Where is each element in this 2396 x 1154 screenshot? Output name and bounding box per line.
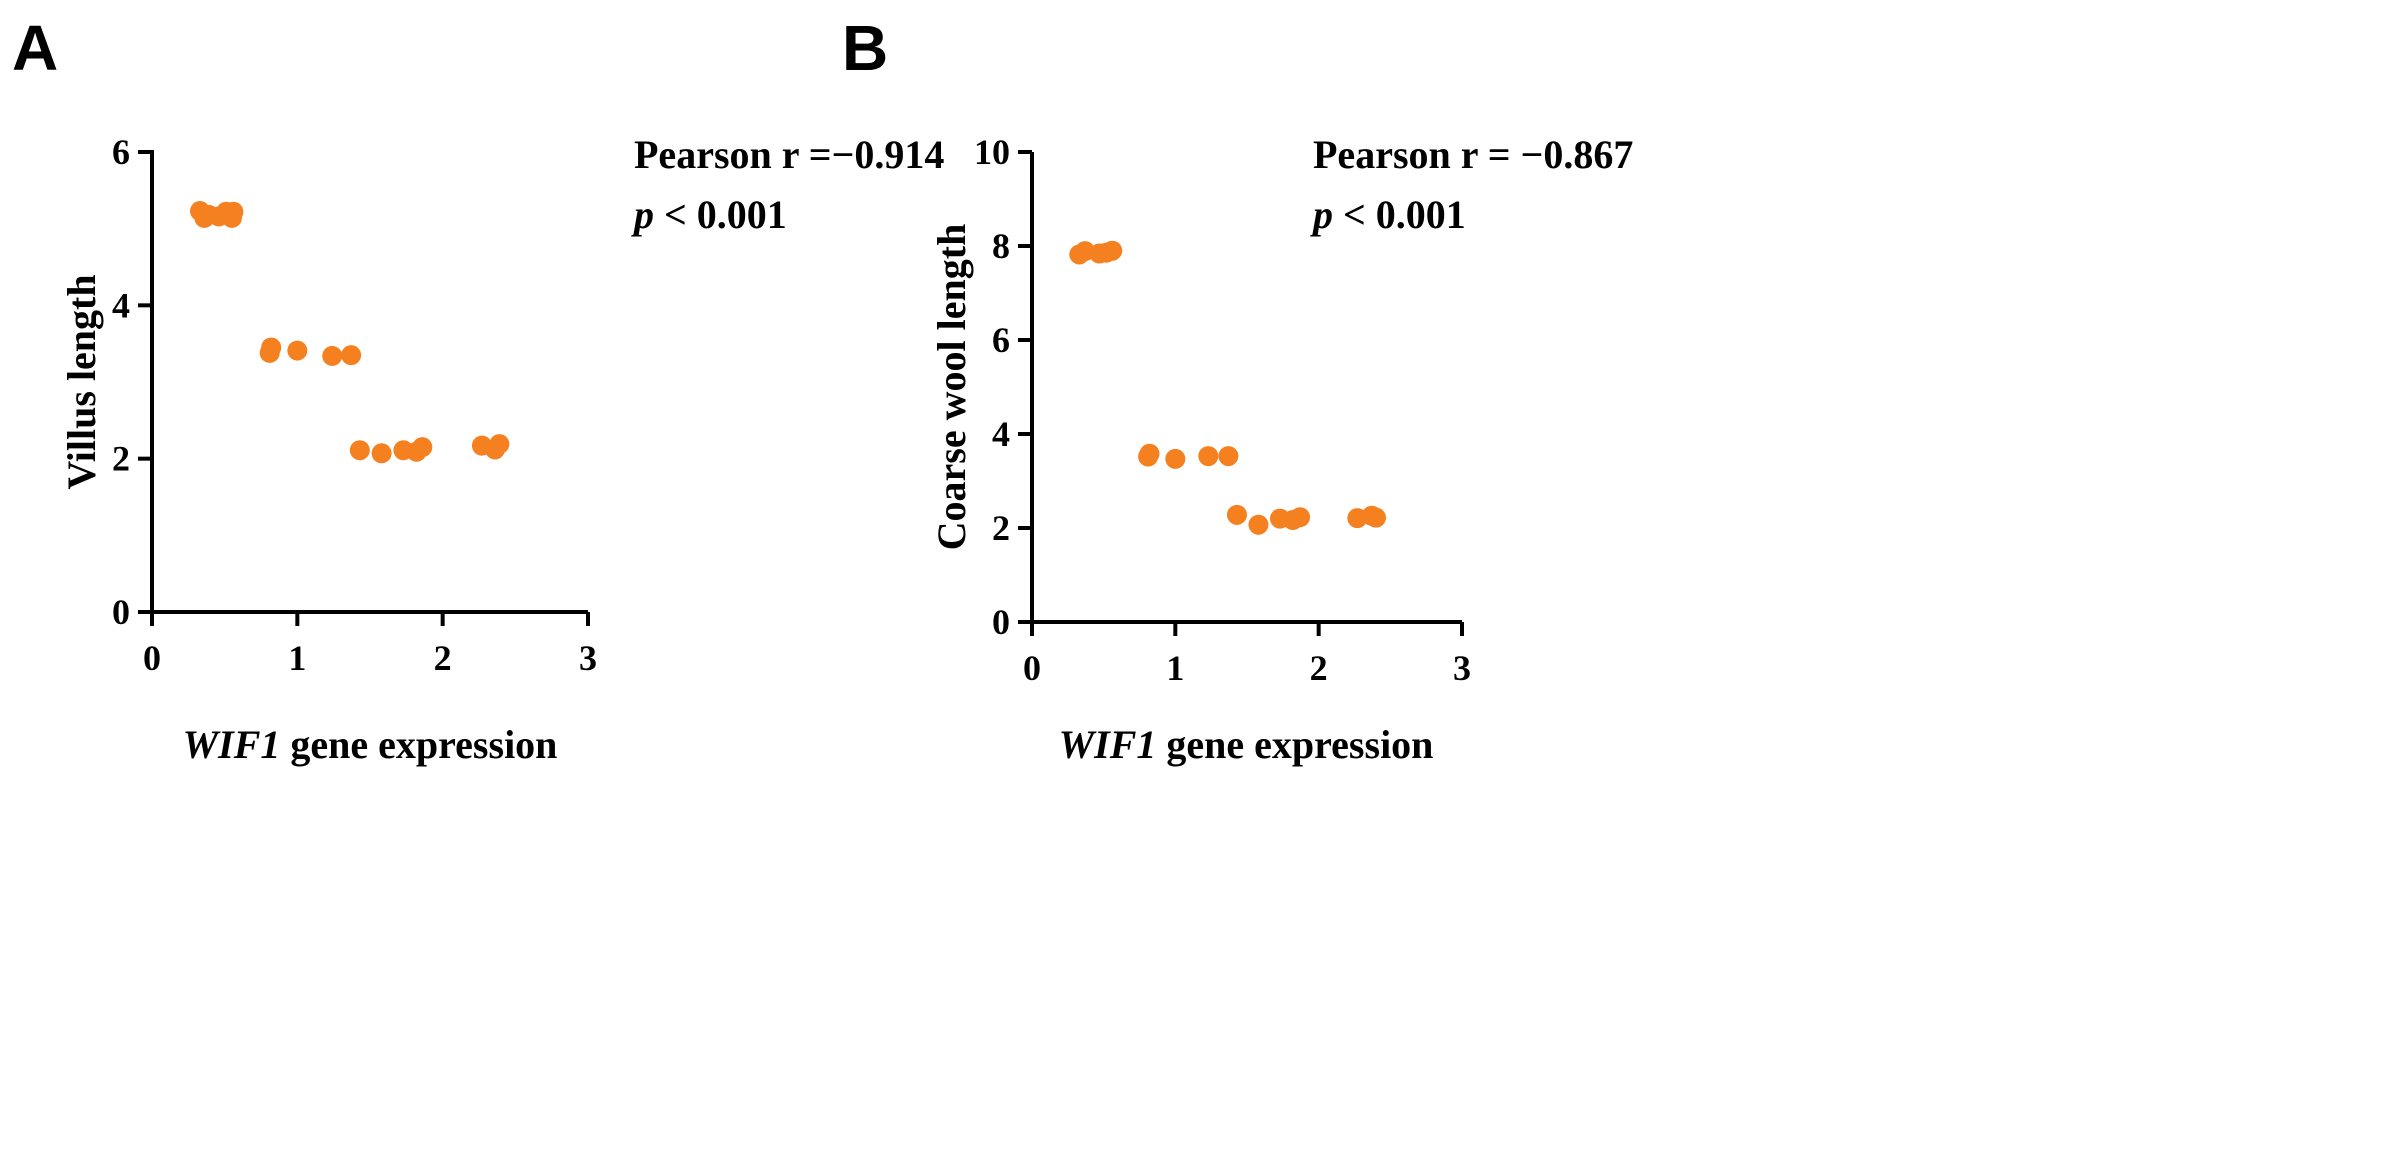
data-point-b bbox=[1248, 514, 1269, 535]
y-tick-label-b: 4 bbox=[992, 414, 1010, 454]
data-point-a bbox=[287, 340, 308, 361]
x-tick-label-a: 2 bbox=[434, 638, 452, 678]
x-tick-label-a: 0 bbox=[143, 638, 161, 678]
data-point-a bbox=[349, 440, 370, 461]
data-points-a bbox=[189, 201, 510, 464]
panel-label-b: B bbox=[842, 12, 888, 84]
data-point-a bbox=[341, 345, 362, 366]
data-point-a bbox=[261, 337, 282, 358]
p-symbol-b: p bbox=[1310, 192, 1333, 237]
panel-label-a: A bbox=[12, 12, 58, 84]
x-tick-label-a: 3 bbox=[579, 638, 597, 678]
data-point-b bbox=[1198, 446, 1219, 467]
x-tick-label-a: 1 bbox=[288, 638, 306, 678]
x-tick-label-b: 1 bbox=[1166, 648, 1184, 688]
data-point-b bbox=[1139, 443, 1160, 464]
data-point-a bbox=[371, 443, 392, 464]
y-ticks-a: 0 2 4 6 bbox=[112, 132, 152, 632]
data-point-a bbox=[322, 345, 343, 366]
x-axis-label-b: WIF1 gene expression bbox=[1059, 722, 1434, 767]
data-point-a bbox=[489, 434, 510, 455]
y-tick-label-b: 8 bbox=[992, 226, 1010, 266]
pearson-stat-b: Pearson r = −0.867 bbox=[1313, 132, 1633, 177]
x-tick-label-b: 2 bbox=[1310, 648, 1328, 688]
y-tick-label-a: 6 bbox=[112, 132, 130, 172]
data-point-b bbox=[1366, 507, 1386, 528]
data-points-b bbox=[1069, 240, 1386, 535]
data-point-b bbox=[1218, 446, 1239, 467]
pearson-stat-a: Pearson r =−0.914 bbox=[634, 132, 944, 177]
y-tick-label-b: 10 bbox=[974, 132, 1010, 172]
x-axis-label-gene-b: WIF1 bbox=[1059, 722, 1157, 767]
data-point-a bbox=[223, 201, 244, 222]
y-tick-label-a: 4 bbox=[112, 285, 130, 325]
y-tick-label-b: 0 bbox=[992, 602, 1010, 642]
y-tick-label-a: 0 bbox=[112, 592, 130, 632]
y-tick-label-a: 2 bbox=[112, 439, 130, 479]
x-tick-label-b: 0 bbox=[1023, 648, 1041, 688]
p-value-rest-b: < 0.001 bbox=[1333, 192, 1466, 237]
y-tick-label-b: 6 bbox=[992, 320, 1010, 360]
p-value-b: p < 0.001 bbox=[1310, 192, 1466, 237]
x-axis-label-rest-a: gene expression bbox=[280, 722, 557, 767]
x-axis-label-gene-a: WIF1 bbox=[183, 722, 281, 767]
p-value-rest-a: < 0.001 bbox=[654, 192, 787, 237]
x-axis-label-a: WIF1 gene expression bbox=[183, 722, 558, 767]
y-ticks-b: 0 2 4 6 8 10 bbox=[974, 132, 1032, 642]
p-value-a: p < 0.001 bbox=[631, 192, 787, 237]
data-point-b bbox=[1165, 448, 1186, 469]
x-ticks-b: 0 1 2 3 bbox=[1023, 622, 1471, 688]
x-tick-label-b: 3 bbox=[1453, 648, 1471, 688]
data-point-b bbox=[1102, 240, 1123, 261]
x-axis-label-rest-b: gene expression bbox=[1156, 722, 1433, 767]
y-axis-label-a: Villus length bbox=[59, 274, 104, 489]
x-ticks-a: 0 1 2 3 bbox=[143, 612, 597, 678]
data-point-a bbox=[412, 437, 433, 458]
data-point-b bbox=[1226, 504, 1247, 525]
y-tick-label-b: 2 bbox=[992, 508, 1010, 548]
data-point-b bbox=[1290, 507, 1311, 528]
y-axis-label-b: Coarse wool length bbox=[929, 224, 974, 551]
p-symbol-a: p bbox=[631, 192, 654, 237]
